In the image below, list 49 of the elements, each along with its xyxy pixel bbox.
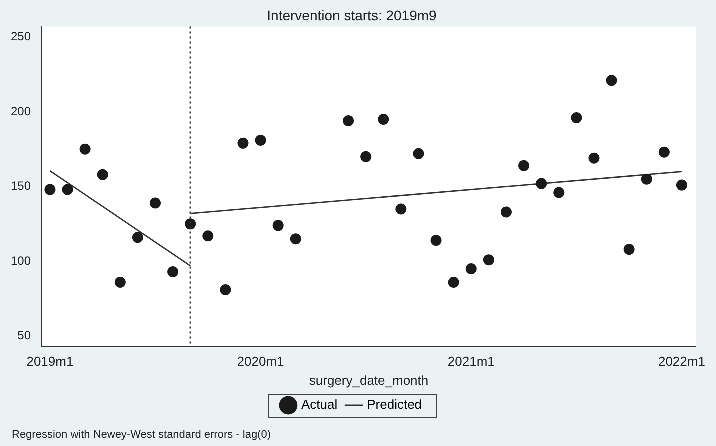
point xyxy=(676,180,688,191)
point xyxy=(290,234,302,245)
point xyxy=(202,230,214,242)
point xyxy=(150,198,162,209)
point xyxy=(641,174,652,185)
x-tick-label: 2020m1 xyxy=(237,354,284,370)
point xyxy=(536,178,548,190)
point xyxy=(132,232,144,244)
point xyxy=(97,169,108,180)
point xyxy=(571,112,582,124)
x-tick-label: 2019m1 xyxy=(26,354,74,370)
point xyxy=(168,266,179,278)
y-tick-label: 150 xyxy=(10,179,32,194)
point xyxy=(185,218,196,230)
point xyxy=(413,148,424,160)
x-axis-title: surgery_date_month xyxy=(309,372,429,388)
point xyxy=(606,75,618,86)
x-tick-label: 2021m1 xyxy=(448,354,495,370)
point xyxy=(343,116,354,127)
y-tick-label: 100 xyxy=(10,254,32,268)
point xyxy=(500,206,512,218)
x-tick-label: 2022m1 xyxy=(658,354,706,370)
point xyxy=(255,134,266,146)
point xyxy=(62,184,74,196)
y-tick-label: 250 xyxy=(10,30,32,44)
point xyxy=(518,160,530,172)
point xyxy=(114,277,126,288)
point xyxy=(658,146,670,158)
point xyxy=(588,152,600,164)
point xyxy=(44,184,56,196)
text: Regression with Newey-West standard errors - lag(0) xyxy=(12,429,271,441)
point xyxy=(378,114,390,126)
point xyxy=(624,244,635,256)
point xyxy=(554,187,565,198)
point xyxy=(448,277,460,288)
point xyxy=(80,144,91,155)
y-tick-label: 50 xyxy=(18,328,32,343)
legend-label: Predicted xyxy=(367,397,422,412)
chart-title: Intervention starts: 2019m9 xyxy=(267,7,438,24)
point xyxy=(430,235,442,246)
point xyxy=(272,220,284,232)
legend-label: Actual xyxy=(301,397,338,412)
point xyxy=(220,284,232,296)
point xyxy=(360,151,372,162)
point xyxy=(466,264,477,275)
point xyxy=(238,138,249,149)
point xyxy=(396,204,407,215)
y-tick-label: 200 xyxy=(10,104,32,118)
point xyxy=(483,254,494,266)
